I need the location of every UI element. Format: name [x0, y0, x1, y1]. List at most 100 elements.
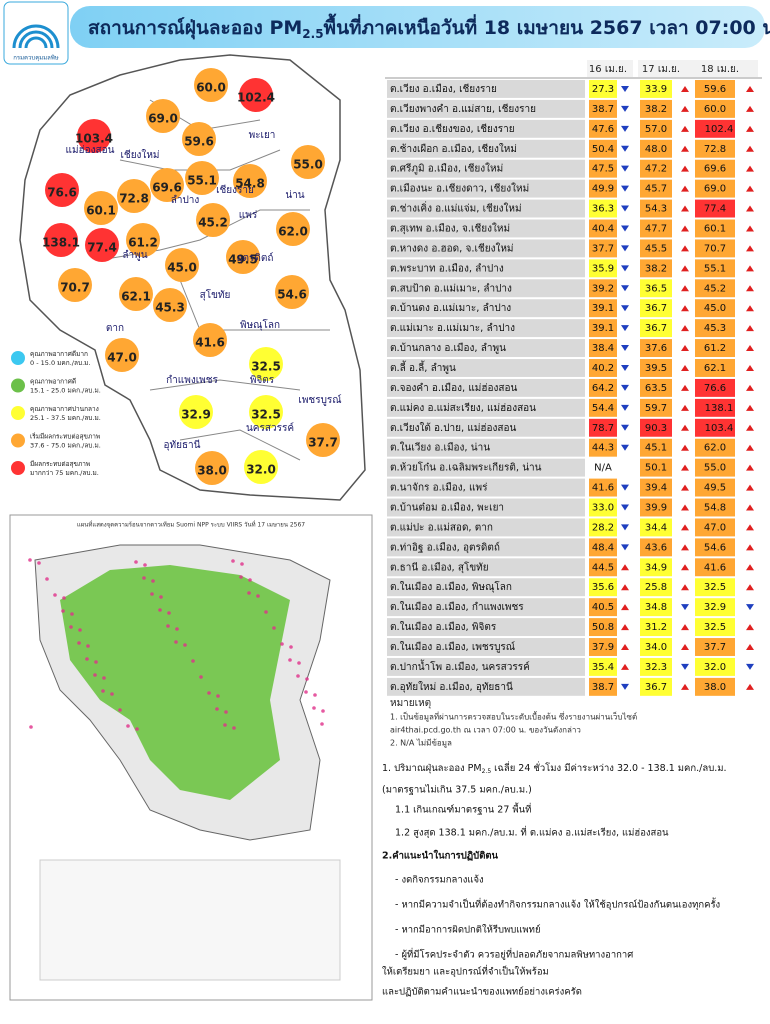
value-text: 63.5	[645, 383, 667, 394]
trend-arrow	[746, 145, 754, 152]
value-cell	[589, 677, 617, 696]
legend-title: คุณภาพอากาศดีมาก	[30, 350, 88, 358]
hotspot	[240, 562, 244, 566]
station-circle	[194, 68, 228, 102]
station-name: ต.แม่คง อ.แม่สะเรียง, แม่ฮ่องสอน	[390, 402, 536, 414]
value-cell	[640, 558, 672, 577]
value-text: 32.5	[704, 622, 726, 633]
value-text: 39.4	[645, 483, 667, 494]
value-cell	[589, 339, 617, 358]
hotspot	[167, 611, 171, 615]
title-part: สถานการณ์ฝุ่นละออง PM	[88, 17, 302, 40]
trend-arrow	[681, 384, 689, 391]
value-cell	[695, 578, 735, 597]
station-cell	[387, 677, 585, 696]
legend-swatch	[11, 461, 25, 475]
station-cell	[387, 538, 585, 557]
station-cell	[387, 239, 585, 258]
trend-arrow	[621, 305, 629, 312]
value-cell	[695, 219, 735, 238]
station-cell	[387, 478, 585, 497]
hotspot	[78, 628, 82, 632]
value-cell	[640, 159, 672, 178]
trend-arrow	[621, 145, 629, 152]
value-cell	[695, 677, 735, 696]
trend-arrow	[746, 125, 754, 132]
station-circle	[44, 223, 78, 257]
legend-range: 0 - 15.0 มคก./ลบ.ม.	[30, 359, 91, 367]
station-circle	[275, 275, 309, 309]
trend-arrow	[621, 624, 629, 631]
value-text: 59.6	[704, 84, 726, 95]
value-cell	[640, 199, 672, 218]
value-text: 37.6	[645, 343, 667, 354]
trend-arrow	[681, 484, 689, 491]
value-cell	[695, 259, 735, 278]
station-value: 60.0	[196, 81, 226, 95]
trend-arrow	[746, 604, 754, 611]
station-value: 41.6	[195, 336, 225, 350]
value-text: 39.5	[645, 363, 667, 374]
province-label: อุทัยธานี	[163, 439, 200, 451]
station-name: ต.เวียงใต้ อ.ปาย, แม่ฮ่องสอน	[390, 422, 517, 434]
trend-arrow	[621, 683, 629, 690]
station-circle	[117, 179, 151, 213]
hotspot	[304, 690, 308, 694]
trend-arrow	[621, 604, 629, 611]
hotspot	[143, 563, 147, 567]
trend-arrow	[621, 424, 629, 431]
value-text: 34.9	[645, 562, 667, 573]
station-name: ต.ท่าอิฐ อ.เมือง, อุตรดิตถ์	[390, 541, 500, 553]
legend-swatch	[11, 406, 25, 420]
hotspot	[102, 676, 106, 680]
value-cell	[695, 159, 735, 178]
station-name: ต.ปากน้ำโพ อ.เมือง, นครสวรรค์	[390, 659, 530, 673]
station-value: 55.0	[293, 158, 323, 172]
station-name: ต.บ้านต๋อม อ.เมือง, พะเยา	[390, 501, 504, 513]
value-cell	[589, 618, 617, 637]
summary-line: - หากมีอาการผิดปกติให้รีบพบแพทย์	[395, 924, 541, 936]
hotspot	[289, 645, 293, 649]
value-cell	[640, 80, 672, 98]
station-value: 77.4	[87, 241, 117, 255]
value-text: 55.0	[704, 463, 726, 474]
trend-arrow	[681, 105, 689, 112]
station-cell	[387, 99, 585, 118]
value-cell	[640, 219, 672, 238]
hotspot	[70, 612, 74, 616]
trend-arrow	[621, 245, 629, 252]
province-label: พิจิตร	[250, 375, 275, 386]
value-text: 57.0	[645, 124, 667, 135]
trend-arrow	[621, 364, 629, 371]
value-cell	[695, 558, 735, 577]
value-text: 45.3	[704, 323, 726, 334]
trend-arrow	[746, 325, 754, 332]
legend-title: คุณภาพอากาศดี	[30, 378, 76, 386]
legend-range: 25.1 - 37.5 มคก./ลบ.ม.	[30, 414, 101, 422]
value-cell	[589, 518, 617, 537]
station-cell	[387, 657, 585, 676]
station-cell	[387, 359, 585, 377]
station-value: 54.6	[277, 288, 307, 302]
title-part: พื้นที่ภาคเหนือวันที่ 18 เมษายน 2567 เวล…	[324, 13, 770, 39]
hotspot	[215, 707, 219, 711]
value-cell	[589, 179, 617, 198]
value-text: N/A	[594, 463, 612, 474]
hotspot	[207, 691, 211, 695]
value-text: 35.4	[592, 662, 614, 673]
trend-arrow	[681, 663, 689, 670]
value-text: 45.1	[645, 443, 667, 454]
hotspot	[239, 575, 243, 579]
value-cell	[640, 657, 672, 676]
trend-arrow	[681, 624, 689, 631]
value-text: 47.5	[592, 164, 614, 175]
value-cell	[695, 99, 735, 118]
value-cell	[695, 638, 735, 656]
summary-subscript: 2.5	[482, 768, 492, 775]
legend-range: 37.6 - 75.0 มคก./ลบ.ม.	[30, 442, 101, 450]
station-name: ต.เวียง อ.เมือง, เชียงราย	[390, 83, 497, 95]
station-cell	[387, 219, 585, 238]
value-text: 43.6	[645, 542, 667, 553]
station-name: ต.ในเมือง อ.เมือง, เพชรบูรณ์	[390, 641, 515, 653]
